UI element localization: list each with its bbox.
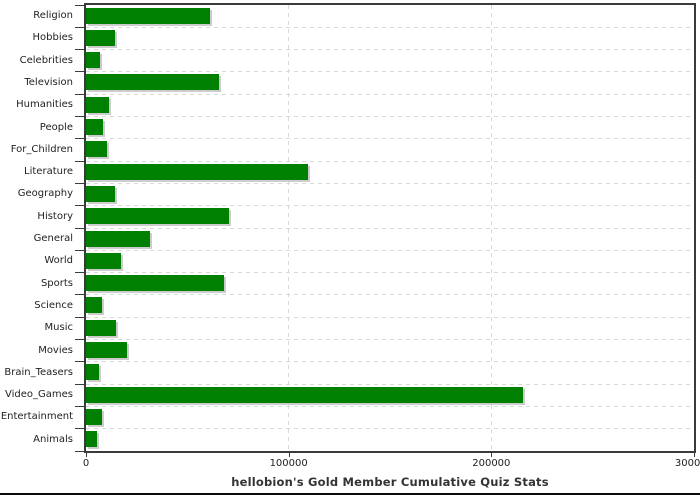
vertical-gridline — [490, 5, 492, 451]
category-label: Religion — [33, 10, 73, 21]
bar — [86, 119, 104, 135]
category-label: Science — [34, 299, 73, 311]
horizontal-gridline — [86, 26, 694, 28]
category-label: Animals — [33, 433, 73, 445]
y-axis-tick — [75, 450, 86, 452]
bar — [86, 96, 109, 113]
bar — [86, 163, 308, 180]
horizontal-gridline — [86, 405, 694, 407]
x-tick-label: 200000 — [472, 458, 511, 469]
y-axis-tick — [75, 339, 86, 340]
x-axis-tick — [491, 451, 493, 457]
category-label: Movies — [38, 344, 73, 356]
y-axis-tick — [75, 116, 86, 117]
bar — [86, 408, 102, 425]
y-axis-tick — [75, 272, 86, 274]
vertical-gridline — [288, 5, 290, 451]
x-axis-tick — [288, 451, 290, 457]
y-axis-tick — [75, 294, 86, 296]
category-label: World — [44, 255, 73, 267]
category-label: Humanities — [16, 99, 73, 111]
y-axis-tick — [75, 383, 86, 385]
horizontal-gridline — [86, 428, 694, 430]
horizontal-gridline — [86, 182, 694, 184]
bar — [86, 342, 127, 358]
category-label: Video_Games — [5, 389, 73, 401]
y-axis-tick — [75, 160, 86, 162]
bar — [86, 364, 99, 381]
horizontal-gridline — [86, 272, 694, 274]
plot-area — [84, 3, 696, 453]
category-label: Hobbies — [32, 32, 73, 44]
category-label: History — [37, 210, 73, 222]
horizontal-gridline — [86, 49, 694, 51]
bar — [86, 252, 121, 269]
y-axis-tick — [75, 249, 86, 251]
chart-title: hellobion's Gold Member Cumulative Quiz … — [231, 475, 549, 489]
category-label: Television — [24, 76, 73, 88]
category-label: Geography — [17, 188, 73, 200]
horizontal-gridline — [86, 93, 694, 95]
y-axis-tick — [75, 93, 86, 95]
category-label: Sports — [40, 277, 73, 289]
y-axis-tick — [75, 49, 86, 51]
bar — [86, 208, 230, 225]
bar — [86, 297, 103, 314]
horizontal-gridline — [86, 361, 694, 363]
horizontal-gridline — [86, 138, 694, 140]
bar — [86, 7, 211, 24]
bar — [86, 319, 117, 336]
category-label: Literature — [24, 166, 73, 178]
category-label: General — [33, 233, 73, 244]
horizontal-gridline — [86, 160, 694, 162]
horizontal-gridline — [86, 205, 694, 207]
category-label: Music — [44, 322, 73, 334]
y-axis-tick — [75, 205, 86, 207]
category-label: People — [39, 121, 73, 133]
horizontal-gridline — [86, 339, 694, 340]
bar — [86, 386, 523, 403]
horizontal-gridline — [86, 249, 694, 251]
y-axis-tick — [75, 71, 86, 73]
bar — [86, 230, 151, 247]
bar — [86, 185, 115, 202]
bar — [86, 275, 225, 292]
bar — [86, 431, 97, 448]
horizontal-gridline — [86, 316, 694, 318]
y-axis-tick — [75, 182, 86, 184]
y-axis-tick — [75, 428, 86, 430]
horizontal-gridline — [86, 294, 694, 296]
x-axis-tick — [694, 451, 695, 457]
y-axis-tick — [75, 4, 86, 6]
category-label: Celebrities — [19, 54, 73, 66]
y-axis-tick — [75, 138, 86, 140]
horizontal-gridline — [86, 116, 694, 117]
category-label: Brain_Teasers — [4, 366, 73, 378]
horizontal-gridline — [86, 383, 694, 385]
y-axis-tick — [75, 227, 86, 229]
y-axis-tick — [75, 405, 86, 407]
x-tick-label: 0 — [82, 458, 90, 469]
x-axis-tick — [86, 451, 87, 457]
y-axis-tick — [75, 316, 86, 318]
horizontal-gridline — [86, 71, 694, 73]
x-tick-label: 100000 — [269, 458, 308, 469]
bottom-border-line — [0, 493, 700, 495]
bar — [86, 74, 220, 91]
bar — [86, 29, 115, 46]
bar — [86, 52, 101, 69]
x-tick-label: 300000 — [674, 458, 700, 469]
category-label: Entertainment — [0, 411, 73, 423]
y-axis-tick — [75, 361, 86, 363]
horizontal-gridline — [86, 227, 694, 229]
category-label: For_Children — [10, 143, 73, 155]
bar — [86, 141, 108, 158]
y-axis-tick — [75, 26, 86, 28]
